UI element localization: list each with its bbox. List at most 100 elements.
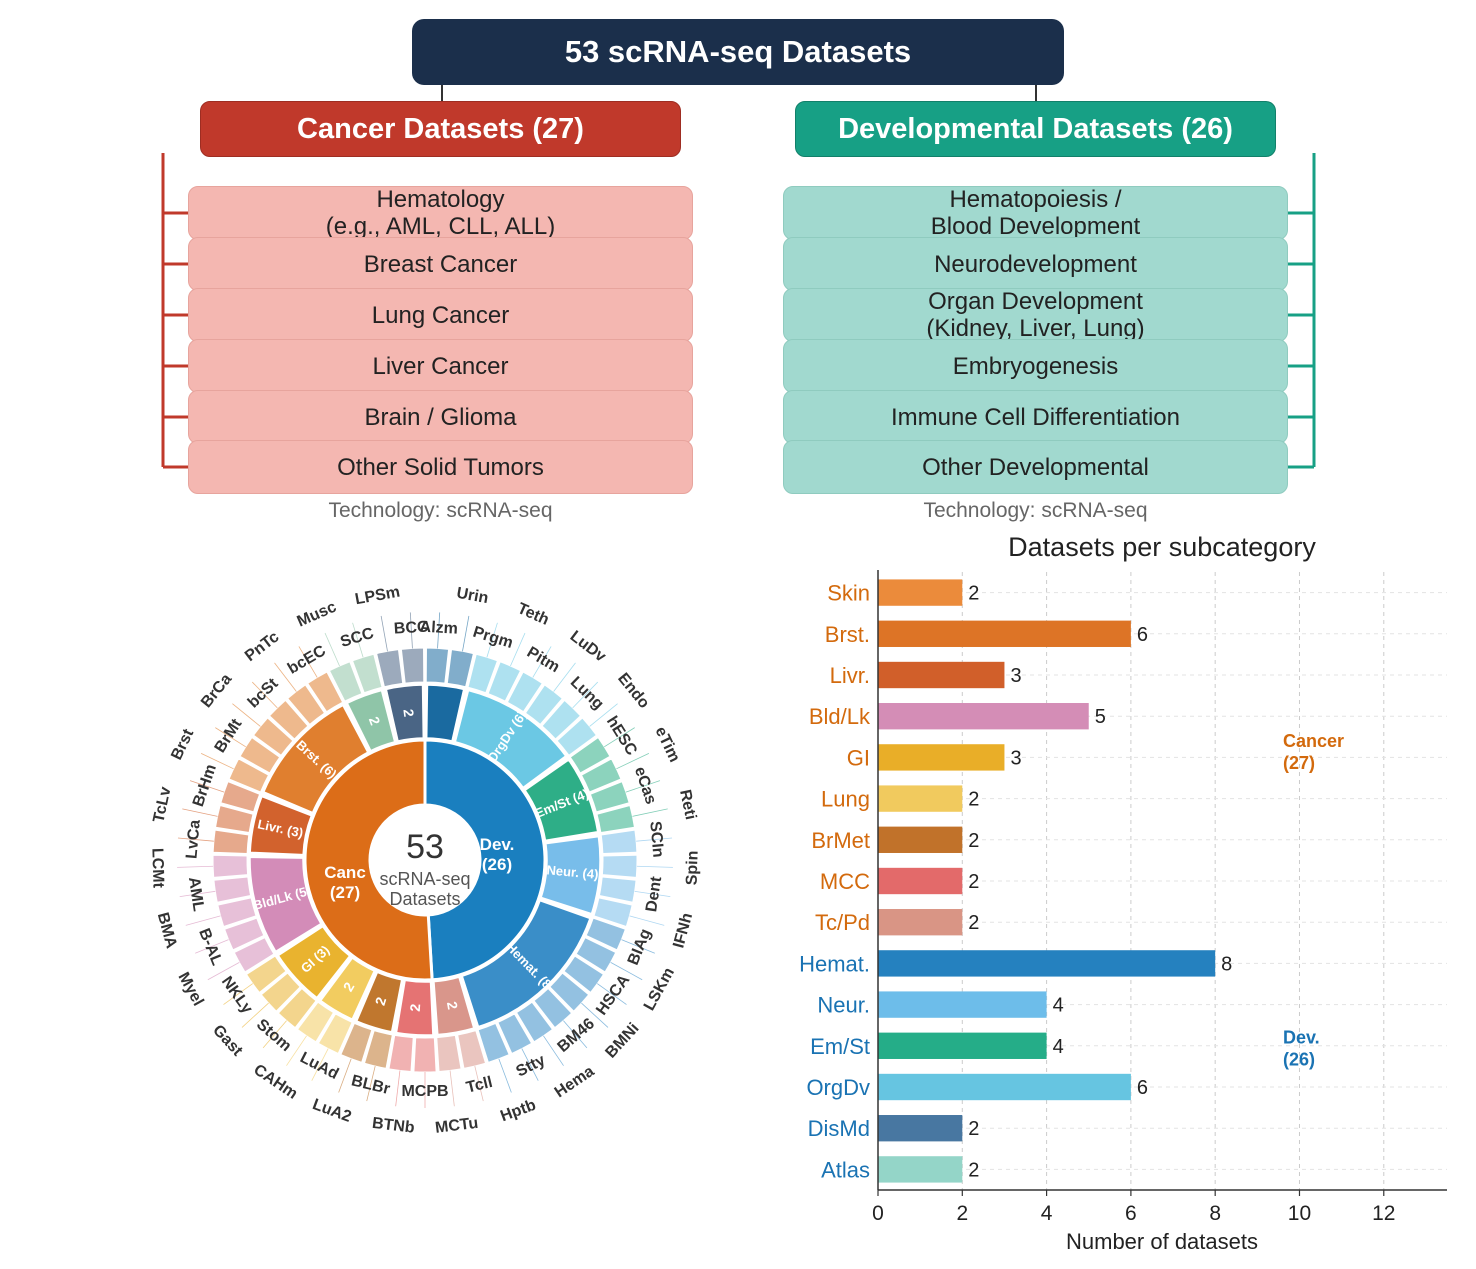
outer-leader-line	[632, 808, 668, 817]
group-annotation: Cancer (27)	[1283, 731, 1344, 773]
outer-ring-cell	[541, 699, 582, 740]
outer-ring-cell	[601, 854, 638, 878]
outer-dataset-label: LuA2	[310, 1096, 354, 1126]
middle-ring-segment	[277, 925, 351, 999]
outer-ring-cell	[213, 876, 252, 903]
inner-label-dev: Dev. (26)	[480, 835, 515, 874]
outer-leader-line	[177, 837, 214, 842]
outer-leader-line	[215, 727, 246, 748]
outer-dataset-label: SCIn	[646, 820, 666, 858]
group-annotation: Dev. (26)	[1283, 1027, 1320, 1069]
bar-value-label: 3	[1010, 747, 1021, 769]
cancer-item-label: Brain / Glioma	[364, 403, 517, 431]
outer-dataset-label: eCas	[631, 765, 659, 807]
category-label: Lung	[821, 787, 870, 812]
outer-dataset-label: PnTc	[242, 628, 283, 665]
category-label: OrgDv	[806, 1075, 870, 1100]
outer-ring-cell	[351, 653, 383, 694]
outer-ring-cell	[593, 897, 633, 928]
outer-leader-line	[486, 622, 498, 658]
outer-leader-line	[395, 1070, 401, 1107]
middle-ring-label: 2	[444, 1000, 461, 1011]
outer-ring-cell	[467, 653, 499, 694]
cancer-heading-box: Cancer Datasets (27)	[200, 101, 681, 157]
outer-leader-line	[366, 1065, 376, 1102]
outer-leader-line	[636, 865, 673, 868]
dev-technology: Technology: scRNA-seq	[923, 499, 1148, 522]
outer-leader-line	[572, 681, 599, 709]
cancer-item: Hematology (e.g., AML, CLL, ALL)	[188, 186, 693, 240]
bar	[878, 1156, 963, 1183]
outer-ring-cell	[328, 661, 363, 702]
cancer-technology: Technology: scRNA-seq	[328, 499, 553, 522]
inner-ring-segment	[303, 738, 434, 982]
outer-leader-line	[543, 1035, 564, 1066]
outer-dataset-label: BCC	[393, 619, 429, 638]
category-label: Neur.	[817, 993, 870, 1018]
middle-ring-segment	[425, 684, 465, 742]
outer-ring-cell	[307, 671, 344, 713]
outer-ring-cell	[233, 937, 275, 973]
dev-item: Neurodevelopment	[783, 237, 1288, 291]
outer-dataset-label: BLBr	[350, 1072, 392, 1098]
cancer-item: Lung Cancer	[188, 288, 693, 342]
outer-ring-cell	[556, 717, 598, 756]
outer-dataset-label: Myel	[175, 970, 207, 1009]
outer-ring-cell	[580, 758, 622, 793]
category-label: Bld/Lk	[809, 704, 871, 729]
outer-dataset-label: Dent	[643, 875, 665, 913]
outer-dataset-label: LSKm	[641, 965, 678, 1014]
bar-value-label: 2	[968, 1159, 979, 1181]
outer-leader-line	[251, 681, 278, 709]
outer-dataset-label: CAHm	[250, 1061, 300, 1102]
outer-leader-line	[200, 752, 234, 770]
outer-leader-line	[338, 1058, 352, 1093]
outer-leader-line	[604, 727, 635, 748]
sunburst-chart: Dev. (26)Canc (27)53scRNA-seqDatasetsOrgDv…	[148, 584, 702, 1137]
bar-value-label: 2	[968, 1118, 979, 1140]
outer-ring-cell	[533, 987, 573, 1029]
x-tick-label: 8	[1209, 1202, 1221, 1225]
bar-value-label: 5	[1095, 706, 1106, 728]
outer-leader-line	[177, 865, 214, 868]
cancer-item-label: Lung Cancer	[371, 301, 510, 329]
bar-value-label: 8	[1221, 953, 1232, 975]
outer-dataset-label: BTNb	[371, 1115, 416, 1137]
bar-value-label: 6	[1137, 624, 1148, 646]
bar-value-label: 2	[968, 830, 979, 852]
outer-dataset-label: LvCa	[183, 819, 203, 860]
outer-dataset-label: B-AL	[195, 926, 225, 968]
dev-item-label: Organ Development (Kidney, Liver, Lung)	[926, 288, 1145, 342]
outer-dataset-label: Hptb	[498, 1097, 538, 1126]
bar	[878, 703, 1089, 730]
outer-leader-line	[629, 915, 665, 926]
outer-ring-cell	[575, 937, 617, 973]
x-tick-label: 10	[1288, 1202, 1311, 1225]
outer-dataset-label: bcSt	[245, 675, 282, 712]
bar	[878, 661, 1005, 689]
outer-ring-cell	[212, 854, 249, 878]
outer-dataset-label: BrMt	[212, 715, 246, 755]
middle-ring-label: Neur. (4)	[546, 862, 599, 882]
center-count: 53	[406, 828, 444, 866]
outer-dataset-label: Gast	[209, 1022, 246, 1060]
outer-ring-cell	[220, 781, 261, 813]
outer-leader-line	[510, 632, 526, 667]
outer-ring-cell	[260, 972, 301, 1012]
outer-ring-cell	[239, 736, 281, 774]
cancer-item: Brain / Glioma	[188, 390, 693, 444]
outer-leader-line	[563, 1020, 588, 1049]
outer-ring-cell	[589, 781, 630, 813]
bar	[878, 1115, 963, 1142]
bar	[878, 620, 1131, 647]
category-label: Skin	[827, 581, 870, 606]
outer-leader-line	[352, 622, 364, 658]
middle-ring-segment	[524, 758, 599, 842]
dev-item: Immune Cell Differentiation	[783, 390, 1288, 444]
outer-dataset-label: bcEC	[285, 642, 329, 678]
dev-item-label: Neurodevelopment	[934, 250, 1137, 278]
outer-dataset-label: Spin	[684, 850, 702, 885]
outer-ring-cell	[224, 917, 265, 951]
bar-value-label: 2	[968, 871, 979, 893]
outer-ring-cell	[413, 1037, 437, 1073]
